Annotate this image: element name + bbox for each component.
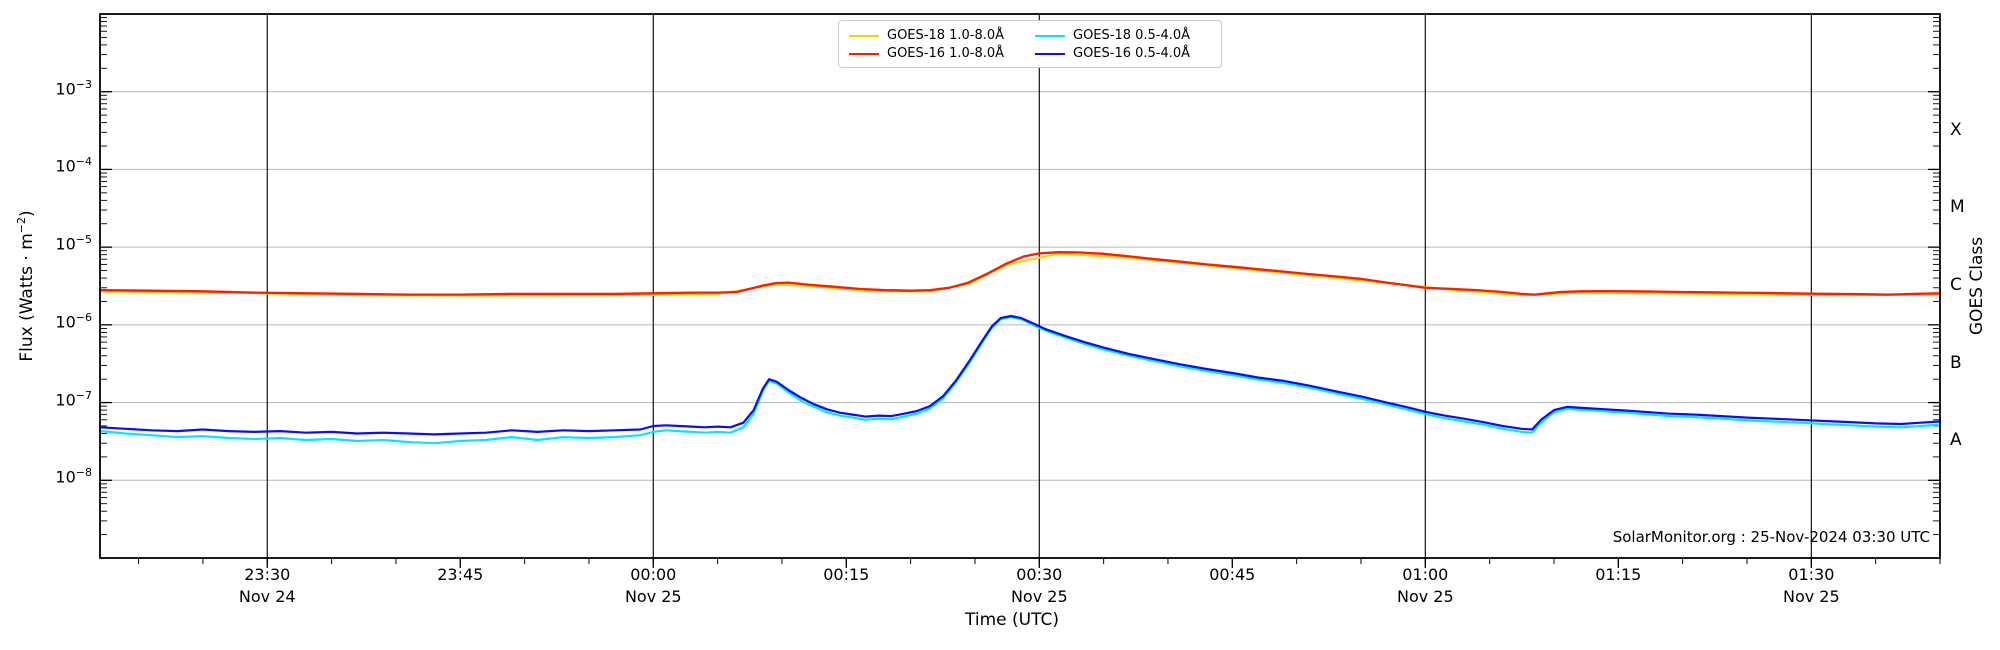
x-tick-label: 00:45	[1209, 565, 1256, 584]
x-tick-date-label: Nov 25	[1782, 587, 1840, 606]
x-tick-label: 00:30	[1016, 565, 1063, 584]
x-tick-label: 01:00	[1402, 565, 1449, 584]
x-tick-date-label: Nov 25	[1010, 587, 1068, 606]
x-tick-date-label: Nov 25	[1396, 587, 1454, 606]
goes-class-letter: A	[1950, 430, 1962, 451]
y-axis-title-right: GOES Class	[1967, 236, 1987, 336]
x-tick-label: 00:15	[823, 565, 870, 584]
goes-class-letter: M	[1950, 197, 1965, 218]
x-tick-label: 23:45	[437, 565, 484, 584]
x-axis-title: Time (UTC)	[965, 610, 1059, 630]
legend-line-swatch	[1035, 34, 1065, 37]
legend-label: GOES-16 0.5-4.0Å	[1073, 46, 1191, 61]
legend-label: GOES-18 0.5-4.0Å	[1073, 28, 1191, 43]
y-tick-label: 10−4	[55, 155, 92, 176]
y-tick-label: 10−8	[55, 466, 92, 487]
y-tick-label: 10−5	[55, 233, 92, 254]
legend-item: GOES-18 0.5-4.0Å	[1035, 28, 1211, 43]
legend-label: GOES-18 1.0-8.0Å	[887, 28, 1005, 43]
legend-item: GOES-18 1.0-8.0Å	[849, 28, 1031, 43]
legend-item: GOES-16 1.0-8.0Å	[849, 46, 1031, 61]
legend-label: GOES-16 1.0-8.0Å	[887, 46, 1005, 61]
x-tick-date-label: Nov 24	[238, 587, 296, 606]
goes-class-letter: X	[1950, 119, 1962, 140]
x-tick-label: 01:15	[1595, 565, 1642, 584]
goes-class-letter: C	[1950, 275, 1962, 295]
x-tick-label: 00:00	[630, 565, 677, 584]
y-tick-label: 10−6	[55, 310, 92, 332]
legend-line-swatch	[849, 52, 879, 55]
legend-line-swatch	[1035, 52, 1065, 55]
legend: GOES-18 1.0-8.0Å GOES-18 0.5-4.0Å GOES-1…	[838, 20, 1222, 68]
attribution-text: SolarMonitor.org : 25-Nov-2024 03:30 UTC	[1612, 528, 1930, 546]
x-tick-label: 23:30	[244, 565, 291, 584]
x-tick-date-label: Nov 25	[624, 587, 682, 606]
y-tick-label: 10−3	[55, 77, 92, 99]
legend-line-swatch	[849, 34, 879, 37]
x-tick-label: 01:30	[1788, 565, 1835, 584]
y-axis-title-left: Flux (Watts · m−2)	[15, 210, 37, 362]
y-tick-label: 10−7	[55, 388, 92, 409]
legend-item: GOES-16 0.5-4.0Å	[1035, 46, 1211, 61]
goes-class-letter: B	[1950, 352, 1962, 373]
